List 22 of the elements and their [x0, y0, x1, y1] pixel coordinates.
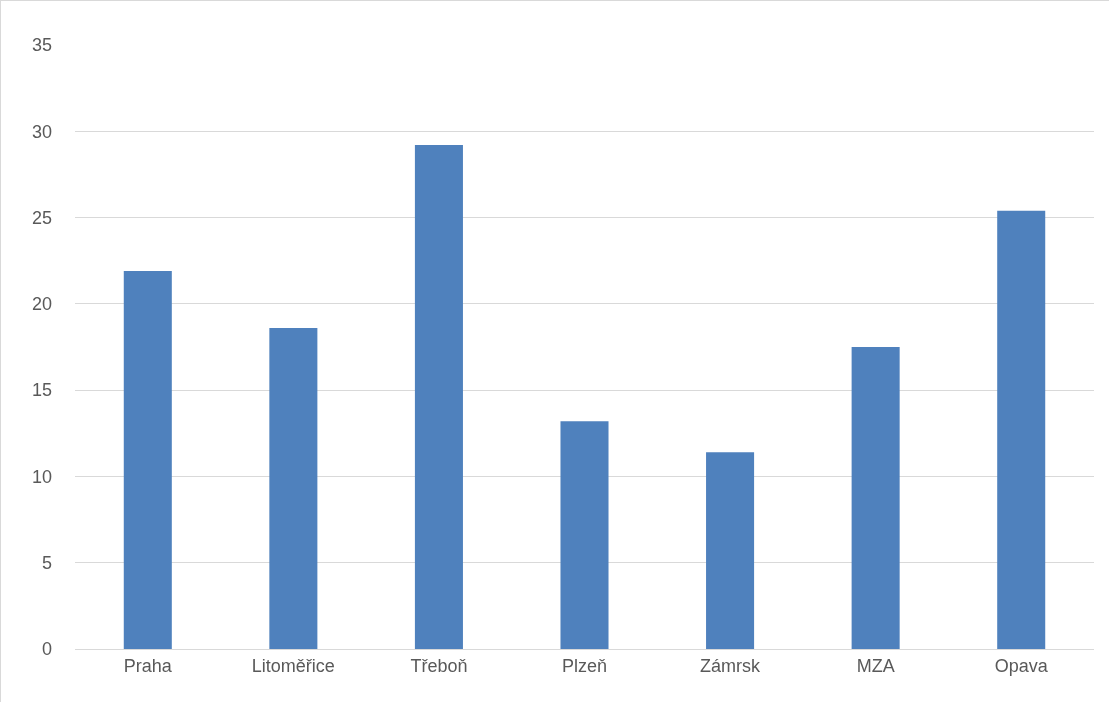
y-tick-label: 10 [31, 466, 52, 487]
bar [997, 210, 1046, 649]
x-tick-label: MZA [856, 655, 895, 676]
x-tick-label: Zámrsk [700, 655, 762, 676]
y-tick-label: 20 [31, 294, 52, 315]
bar [560, 421, 609, 649]
y-tick-label: 30 [31, 121, 52, 142]
bar [414, 145, 463, 649]
y-tick-label: 15 [31, 380, 52, 401]
bar [851, 347, 900, 649]
x-tick-label: Litoměřice [251, 655, 335, 676]
bar [269, 328, 318, 649]
bar [123, 271, 172, 649]
y-tick-label: 5 [41, 553, 52, 574]
y-tick-label: 25 [31, 207, 52, 228]
y-tick-label: 35 [31, 35, 52, 56]
bar [706, 452, 755, 649]
x-tick-label: Plzeň [561, 655, 608, 676]
x-tick-label: Třeboň [410, 655, 468, 676]
y-tick-label: 0 [41, 639, 52, 660]
x-tick-label: Praha [123, 655, 173, 676]
x-tick-label: Opava [994, 655, 1049, 676]
